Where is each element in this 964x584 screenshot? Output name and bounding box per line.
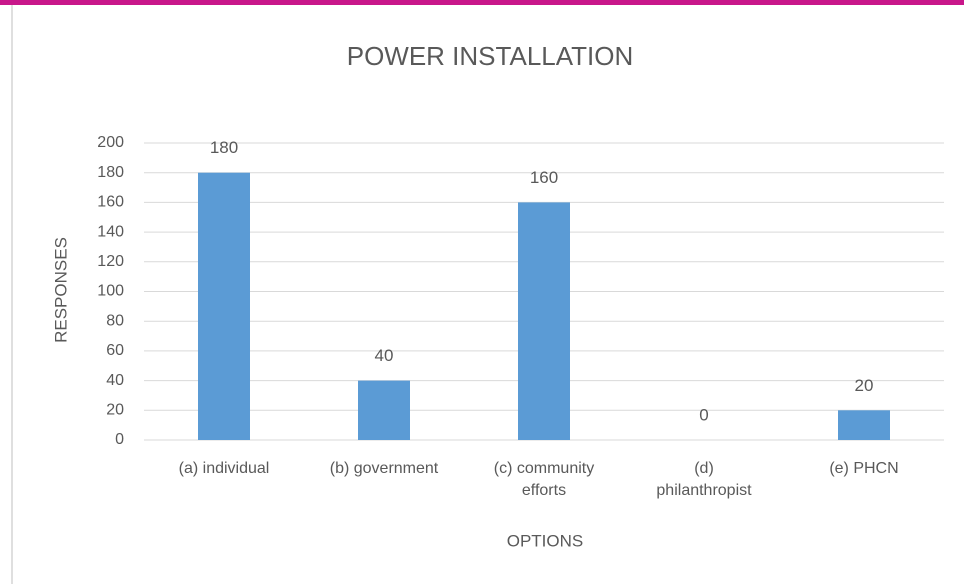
y-tick-label: 200: [97, 134, 124, 151]
x-tick-label: (c) community efforts: [493, 460, 595, 499]
y-tick-label: 80: [106, 312, 124, 329]
x-tick-label: (b) government: [329, 460, 439, 477]
y-axis-title: RESPONSES: [51, 237, 70, 343]
data-label: 160: [530, 168, 558, 187]
y-tick-label: 0: [115, 431, 124, 448]
y-tick-label: 140: [97, 223, 124, 240]
y-tick-label: 20: [106, 402, 124, 419]
bar: [838, 410, 890, 440]
x-tick-label: (a) individual: [178, 460, 270, 477]
data-label: 0: [699, 405, 708, 424]
data-label: 40: [375, 346, 394, 365]
chart-title: POWER INSTALLATION: [347, 41, 634, 71]
top-bar: [0, 0, 964, 5]
y-tick-label: 120: [97, 253, 124, 270]
data-label: 20: [855, 376, 874, 395]
data-label: 180: [210, 138, 238, 157]
x-tick-label: (e) PHCN: [829, 460, 899, 477]
y-tick-label: 40: [106, 372, 124, 389]
bar: [518, 202, 570, 440]
y-tick-label: 160: [97, 194, 124, 211]
y-tick-label: 180: [97, 164, 124, 181]
bar: [358, 380, 410, 440]
bar: [198, 172, 250, 440]
y-tick-label: 60: [106, 342, 124, 359]
y-tick-label: 100: [97, 283, 124, 300]
x-axis-title: OPTIONS: [507, 531, 584, 550]
x-tick-label: (d) philanthropist: [656, 460, 752, 499]
